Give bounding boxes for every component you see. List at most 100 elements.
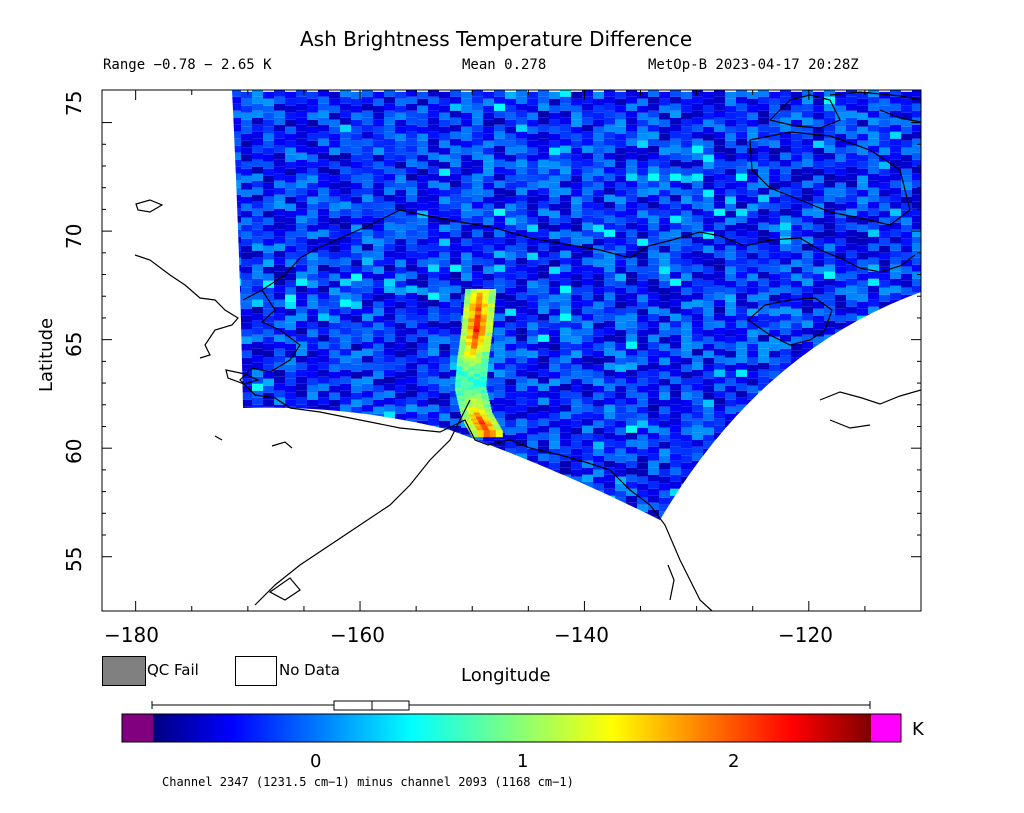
- swath-cell: [582, 271, 593, 279]
- swath-cell: [252, 215, 263, 223]
- swath-cell: [791, 280, 802, 288]
- plume-cell: [482, 299, 490, 307]
- swath-cell: [923, 323, 934, 330]
- swath-cell: [791, 175, 802, 183]
- swath-cell: [472, 278, 483, 286]
- swath-cell: [912, 229, 921, 237]
- swath-cell: [494, 418, 505, 426]
- swath-cell: [527, 420, 538, 428]
- swath-cell: [813, 469, 824, 477]
- swath-cell: [692, 222, 703, 230]
- swath-cell: [879, 91, 890, 99]
- swath-cell: [637, 420, 648, 428]
- swath-cell: [549, 483, 560, 491]
- swath-cell: [593, 315, 604, 323]
- swath-cell: [824, 138, 835, 146]
- swath-cell: [835, 504, 846, 512]
- swath-cell: [615, 266, 626, 274]
- swath-cell: [483, 476, 494, 484]
- swath-cell: [494, 474, 505, 482]
- swath-cell: [560, 404, 571, 412]
- swath-cell: [791, 308, 802, 316]
- swath-cell: [263, 518, 274, 520]
- swath-cell: [318, 96, 329, 104]
- swath-cell: [824, 306, 835, 314]
- swath-cell: [835, 343, 846, 351]
- swath-cell: [703, 301, 714, 309]
- swath-cell: [571, 511, 582, 519]
- swath-cell: [703, 259, 714, 267]
- swath-cell: [538, 117, 549, 125]
- swath-cell: [516, 292, 527, 300]
- swath-cell: [703, 175, 714, 183]
- swath-cell: [593, 364, 604, 372]
- swath-cell: [626, 453, 637, 461]
- swath-cell: [516, 215, 527, 223]
- swath-cell: [252, 404, 263, 412]
- swath-cell: [582, 418, 593, 426]
- swath-cell: [373, 336, 384, 344]
- swath-cell: [670, 124, 681, 132]
- swath-cell: [362, 524, 373, 531]
- swath-cell: [835, 147, 846, 155]
- swath-cell: [670, 257, 681, 265]
- swath-cell: [527, 161, 538, 169]
- swath-cell: [846, 187, 857, 195]
- swath-cell: [373, 154, 384, 162]
- plume-cell: [477, 288, 485, 296]
- swath-cell: [890, 215, 901, 223]
- swath-cell: [494, 117, 505, 125]
- swath-cell: [648, 418, 659, 426]
- swath-cell: [714, 516, 725, 520]
- swath-cell: [846, 341, 857, 349]
- swath-cell: [912, 110, 921, 118]
- swath-cell: [417, 308, 428, 316]
- swath-cell: [626, 257, 637, 265]
- swath-cell: [494, 243, 505, 251]
- swath-cell: [362, 257, 373, 265]
- swath-cell: [450, 187, 461, 195]
- swath-cell: [923, 337, 934, 344]
- swath-cell: [494, 467, 505, 475]
- swath-cell: [483, 231, 494, 239]
- swath-cell: [232, 390, 241, 398]
- swath-cell: [923, 379, 934, 386]
- swath-cell: [527, 441, 538, 449]
- swath-cell: [604, 257, 615, 265]
- swath-cell: [450, 334, 461, 342]
- swath-cell: [835, 483, 846, 491]
- swath-cell: [428, 397, 439, 405]
- swath-cell: [494, 306, 505, 314]
- swath-cell: [637, 112, 648, 120]
- swath-cell: [758, 229, 769, 237]
- swath-cell: [494, 390, 505, 398]
- swath-cell: [736, 467, 747, 475]
- swath-cell: [879, 259, 890, 267]
- swath-cell: [549, 294, 560, 302]
- swath-cell: [483, 448, 494, 456]
- swath-cell: [560, 474, 571, 482]
- swath-cell: [384, 243, 395, 251]
- swath-cell: [505, 217, 516, 225]
- swath-cell: [439, 294, 450, 302]
- swath-cell: [769, 294, 780, 302]
- swath-cell: [626, 516, 637, 520]
- swath-cell: [615, 441, 626, 449]
- swath-cell: [571, 182, 582, 190]
- swath-cell: [241, 182, 252, 190]
- swath-cell: [912, 90, 921, 97]
- swath-cell: [670, 96, 681, 104]
- swath-cell: [362, 131, 373, 139]
- swath-cell: [296, 208, 307, 216]
- swath-cell: [791, 392, 802, 400]
- swath-cell: [736, 138, 747, 146]
- swath-cell: [527, 147, 538, 155]
- swath-cell: [274, 152, 285, 160]
- swath-cell: [835, 259, 846, 267]
- swath-cell: [868, 117, 879, 125]
- swath-cell: [857, 322, 868, 330]
- swath-cell: [824, 278, 835, 286]
- swath-cell: [626, 90, 637, 97]
- swath-cell: [758, 173, 769, 181]
- swath-cell: [395, 217, 406, 225]
